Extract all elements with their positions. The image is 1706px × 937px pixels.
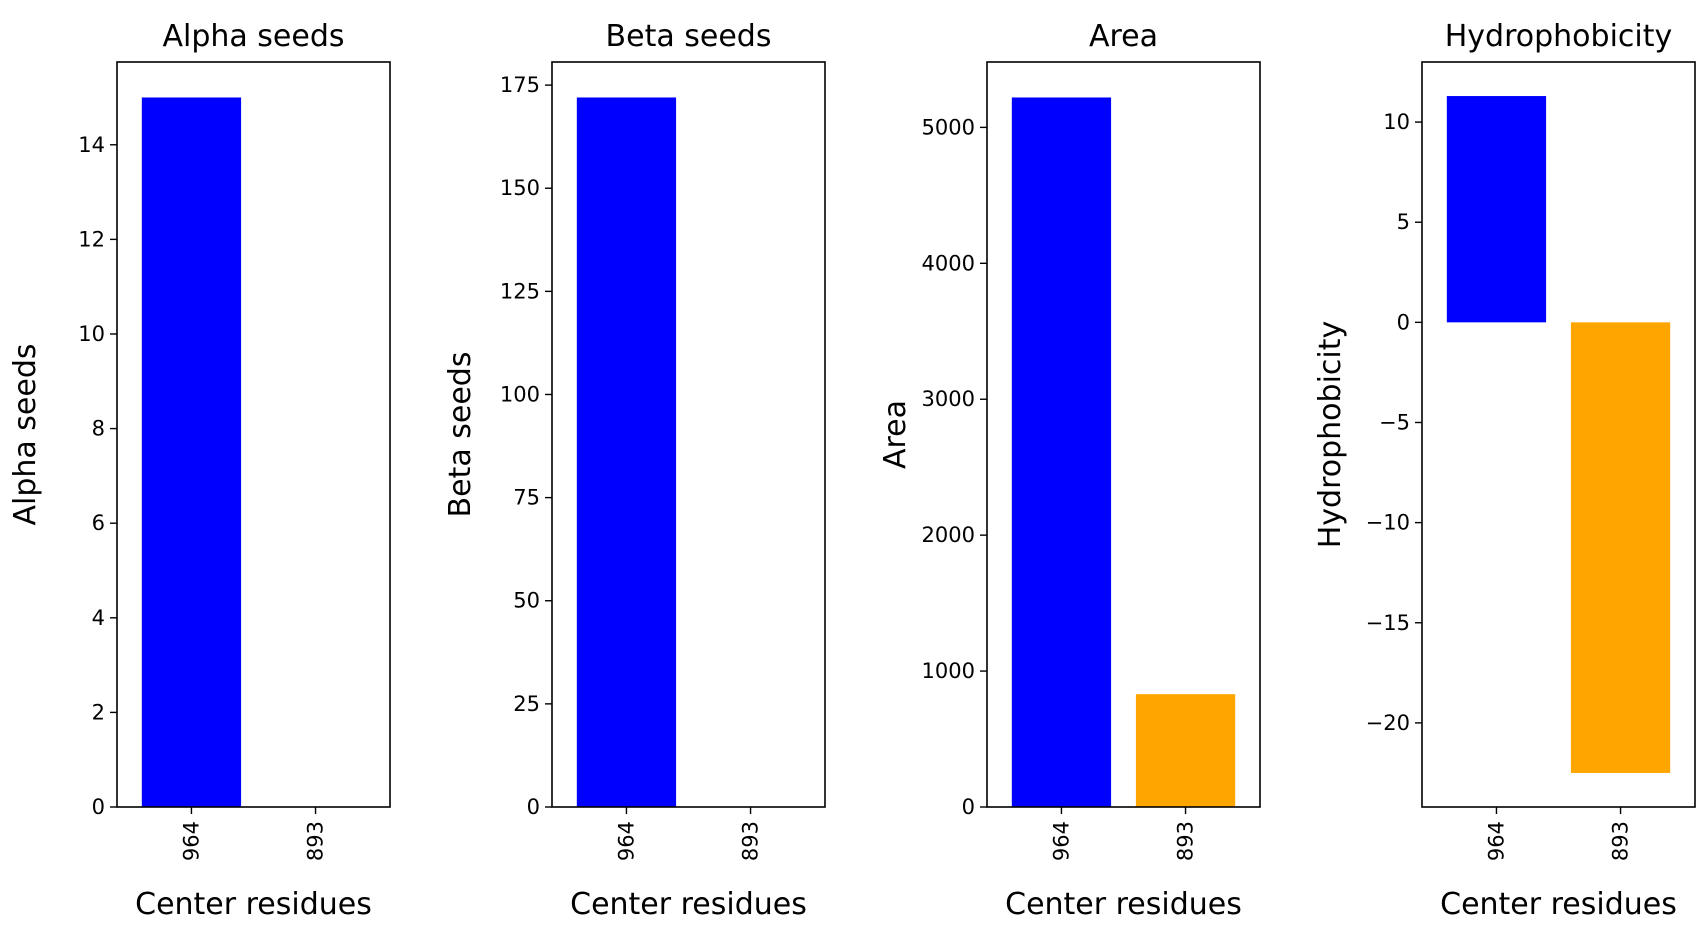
x-tick-label: 964 bbox=[179, 821, 203, 861]
y-tick-label: −15 bbox=[1366, 611, 1410, 635]
y-tick-label: 75 bbox=[513, 486, 540, 510]
y-tick-label: −5 bbox=[1379, 410, 1410, 434]
y-tick-label: 0 bbox=[1397, 310, 1410, 334]
subplot-title: Beta seeds bbox=[606, 19, 772, 54]
x-tick-label: 893 bbox=[1174, 821, 1198, 861]
y-tick-label: 2000 bbox=[922, 523, 975, 547]
bar-964 bbox=[576, 97, 677, 807]
y-tick-label: 0 bbox=[92, 795, 105, 819]
x-tick-label: 964 bbox=[614, 821, 638, 861]
y-tick-label: 14 bbox=[78, 133, 105, 157]
y-tick-label: 8 bbox=[92, 417, 105, 441]
x-tick-label: 893 bbox=[304, 821, 328, 861]
y-tick-label: 25 bbox=[513, 692, 540, 716]
axes-frame bbox=[116, 61, 391, 808]
x-tick-label: 964 bbox=[1484, 821, 1508, 861]
bar-964 bbox=[1011, 97, 1112, 807]
y-axis-label: Beta seeds bbox=[443, 352, 478, 518]
subplot-title: Alpha seeds bbox=[162, 19, 344, 54]
x-axis-label: Center residues bbox=[1440, 887, 1677, 922]
x-axis-label: Center residues bbox=[1005, 887, 1242, 922]
y-tick-label: 0 bbox=[527, 795, 540, 819]
axes-frame bbox=[986, 61, 1261, 808]
y-tick-label: 2 bbox=[92, 700, 105, 724]
x-tick-label: 964 bbox=[1049, 821, 1073, 861]
y-tick-label: 12 bbox=[78, 227, 105, 251]
y-tick-label: 100 bbox=[500, 382, 540, 406]
axes-frame bbox=[551, 61, 826, 808]
subplot-beta-seeds: Beta seeds Beta seeds Center residues 0 2… bbox=[443, 19, 826, 922]
subplot-area: Area Area Center residues 0 1000 2000 3000 4… bbox=[878, 19, 1261, 922]
y-tick-label: 5 bbox=[1397, 210, 1410, 234]
y-tick-label: 50 bbox=[513, 589, 540, 613]
x-tick-label: 893 bbox=[1609, 821, 1633, 861]
subplot-title: Hydrophobicity bbox=[1445, 19, 1673, 54]
y-tick-label: 6 bbox=[92, 511, 105, 535]
x-tick-label: 893 bbox=[739, 821, 763, 861]
bar-893 bbox=[1570, 322, 1671, 773]
x-axis-label: Center residues bbox=[570, 887, 807, 922]
y-tick-label: 4 bbox=[92, 606, 105, 630]
subplot-title: Area bbox=[1089, 19, 1158, 54]
axes-frame bbox=[1421, 61, 1696, 808]
y-tick-label: 125 bbox=[500, 279, 540, 303]
y-tick-label: 0 bbox=[962, 795, 975, 819]
y-axis-label: Area bbox=[878, 400, 913, 469]
x-axis-label: Center residues bbox=[135, 887, 372, 922]
bar-893 bbox=[1135, 694, 1236, 807]
y-axis-label: Hydrophobicity bbox=[1313, 321, 1348, 549]
bar-964 bbox=[141, 97, 242, 807]
y-tick-label: 175 bbox=[500, 73, 540, 97]
subplot-alpha-seeds: Alpha seeds Alpha seeds Center residues … bbox=[8, 19, 391, 922]
y-tick-label: 5000 bbox=[922, 115, 975, 139]
y-tick-label: −10 bbox=[1366, 511, 1410, 535]
bar-964 bbox=[1446, 96, 1547, 323]
y-tick-label: −20 bbox=[1366, 711, 1410, 735]
y-tick-label: 10 bbox=[78, 322, 105, 346]
y-tick-label: 4000 bbox=[922, 251, 975, 275]
y-tick-label: 1000 bbox=[922, 659, 975, 683]
y-tick-label: 150 bbox=[500, 176, 540, 200]
y-tick-label: 3000 bbox=[922, 387, 975, 411]
y-tick-label: 10 bbox=[1383, 110, 1410, 134]
subplot-hydrophobicity: Hydrophobicity Hydrophobicity Center res… bbox=[1313, 19, 1696, 922]
y-axis-label: Alpha seeds bbox=[8, 343, 43, 525]
